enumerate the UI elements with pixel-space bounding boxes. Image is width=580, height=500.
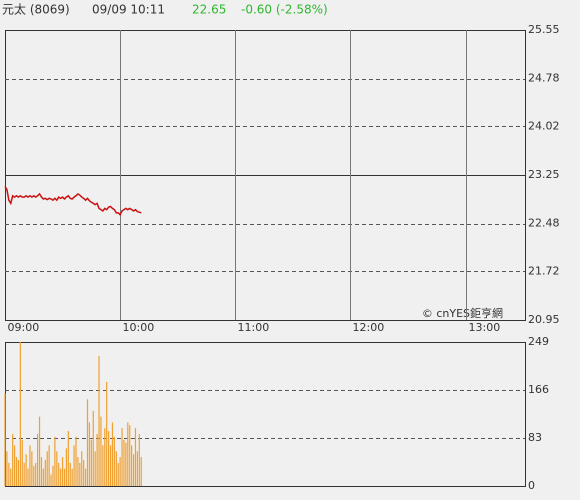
volume-bar xyxy=(125,442,127,486)
volume-bar xyxy=(29,445,31,486)
volume-bar xyxy=(92,410,94,486)
volume-bar xyxy=(136,451,138,486)
volume-bar xyxy=(67,431,69,486)
x-tick-label: 11:00 xyxy=(238,321,270,334)
volume-bar xyxy=(4,393,6,486)
volume-bar xyxy=(129,425,131,486)
volume-bar xyxy=(21,439,23,486)
volume-bar xyxy=(109,445,112,486)
price-line xyxy=(4,185,142,216)
volume-bar xyxy=(98,355,100,486)
volume-bar xyxy=(81,451,83,486)
volume-bar xyxy=(96,433,98,486)
volume-bar xyxy=(56,451,58,486)
volume-bar xyxy=(119,457,121,486)
volume-bar xyxy=(104,428,106,486)
y-tick-label: 166 xyxy=(528,383,549,396)
volume-bar xyxy=(44,459,46,486)
y-tick-label: 24.02 xyxy=(528,119,560,132)
volume-bar xyxy=(138,433,140,486)
stock-name: 元太 (8069) xyxy=(2,2,70,17)
volume-bar xyxy=(115,451,117,486)
volume-bar xyxy=(58,462,60,486)
volume-bar xyxy=(37,433,39,486)
volume-bar xyxy=(127,422,129,486)
volume-bar xyxy=(15,457,18,486)
volume-bar xyxy=(90,439,92,486)
volume-bar xyxy=(77,457,79,486)
x-tick-label: 09:00 xyxy=(8,321,40,334)
volume-bar xyxy=(63,468,66,486)
volume-bar xyxy=(54,436,56,486)
volume-bar xyxy=(75,436,77,486)
volume-bar xyxy=(86,399,89,486)
volume-bar xyxy=(12,433,14,486)
volume-bar xyxy=(140,457,142,486)
volume-bar xyxy=(111,422,114,486)
volume-bar xyxy=(94,451,96,486)
volume-bar xyxy=(19,342,21,486)
volume-bar xyxy=(13,445,16,486)
volume-bar xyxy=(65,448,68,486)
volume-bar xyxy=(35,462,37,486)
volume-bar xyxy=(25,454,27,486)
volume-bar xyxy=(88,422,91,486)
volume-bar xyxy=(48,445,50,486)
volume-bar xyxy=(69,462,71,486)
volume-bar xyxy=(6,451,8,486)
volume-bar xyxy=(27,468,29,486)
y-tick-label: 21.72 xyxy=(528,264,560,277)
volume-bar xyxy=(132,454,135,486)
volume-bar xyxy=(102,445,104,486)
volume-bar xyxy=(31,451,33,486)
volume-bar xyxy=(121,428,123,486)
y-tick-label: 25.55 xyxy=(528,23,560,36)
change: -0.60 (-2.58%) xyxy=(241,3,328,17)
volume-bar xyxy=(84,468,87,486)
volume-bar xyxy=(46,451,48,486)
volume-bar xyxy=(33,465,35,486)
volume-bar xyxy=(71,468,73,486)
volume-bar xyxy=(117,462,119,486)
volume-bar xyxy=(50,474,52,486)
watermark: © cnYES鉅亨網 xyxy=(422,306,503,320)
y-tick-label: 20.95 xyxy=(528,313,560,326)
volume-bar xyxy=(83,459,85,486)
volume-bar xyxy=(52,465,54,486)
volume-bar xyxy=(61,457,64,486)
volume-bar xyxy=(23,462,25,486)
volume-bar xyxy=(17,459,20,486)
volume-bar xyxy=(131,445,133,486)
y-tick-label: 24.78 xyxy=(528,72,560,85)
volume-bar xyxy=(8,462,10,486)
volume-bar xyxy=(10,468,12,486)
volume-bar xyxy=(100,416,102,486)
y-tick-label: 249 xyxy=(528,335,549,348)
x-tick-label: 13:00 xyxy=(469,321,501,334)
volume-bar xyxy=(123,439,125,486)
x-tick-label: 12:00 xyxy=(353,321,385,334)
volume-bar xyxy=(40,457,43,486)
y-tick-label: 0 xyxy=(528,479,535,492)
x-tick-label: 10:00 xyxy=(123,321,155,334)
volume-bar xyxy=(79,462,81,486)
quote-time: 09/09 10:11 xyxy=(92,3,165,17)
volume-bar xyxy=(108,431,110,486)
price: 22.65 xyxy=(192,3,226,17)
y-tick-label: 83 xyxy=(528,431,542,444)
y-tick-label: 22.48 xyxy=(528,217,560,230)
volume-bar xyxy=(113,436,115,486)
y-tick-label: 23.25 xyxy=(528,168,560,181)
volume-bar xyxy=(42,468,44,486)
volume-bar xyxy=(73,445,75,486)
volume-bar xyxy=(38,416,41,486)
volume-bar xyxy=(134,428,137,486)
volume-bar xyxy=(106,381,108,486)
volume-bar xyxy=(60,468,62,486)
